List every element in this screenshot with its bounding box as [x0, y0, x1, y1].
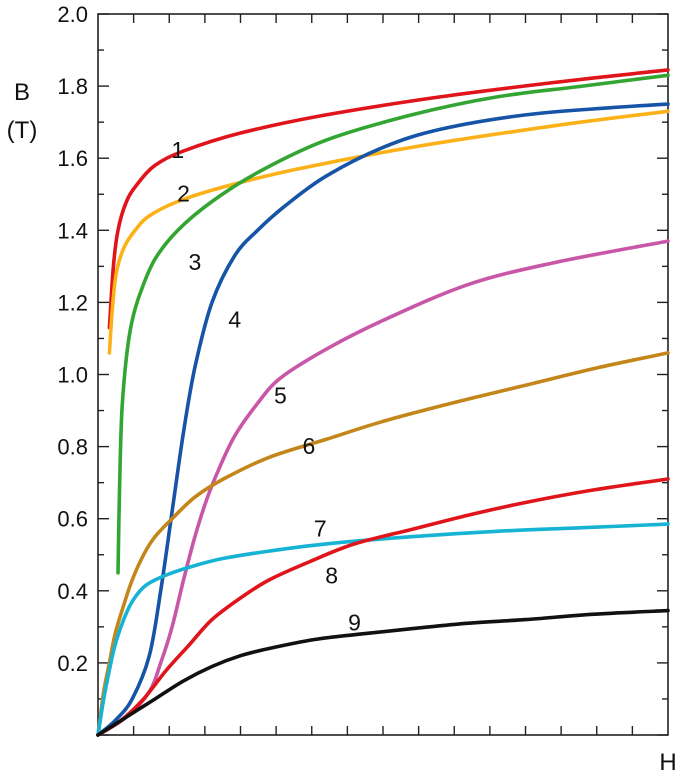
curve-1	[107, 68, 670, 330]
y-tick-label: 1.6	[57, 146, 88, 171]
x-axis-title: H	[659, 749, 676, 776]
curve-label-6: 6	[303, 433, 316, 459]
curve-2	[107, 109, 670, 355]
y-tick-label: 1.2	[57, 290, 88, 315]
curve-label-1: 1	[171, 137, 184, 163]
curve-4	[96, 102, 670, 737]
curve-label-4: 4	[228, 307, 241, 333]
y-tick-label: 2.0	[57, 2, 88, 27]
y-axis-title-line-1: B	[14, 79, 30, 106]
curve-label-8: 8	[325, 563, 338, 589]
curve-label-9: 9	[348, 609, 361, 635]
x-axis-ticks	[132, 14, 634, 735]
y-axis-ticks: 0.2 0.4 0.6 0.8 1.0 1.2 1.4 1.6 1.8 2.0	[57, 2, 668, 736]
y-tick-label: 0.4	[57, 579, 88, 604]
curve-6	[96, 351, 670, 737]
curve-9	[96, 608, 670, 737]
y-tick-label: 0.8	[57, 435, 88, 460]
curve-label-2: 2	[177, 180, 190, 206]
curve-label-3: 3	[189, 249, 202, 275]
y-tick-label: 1.8	[57, 74, 88, 99]
y-tick-label: 1.4	[57, 218, 88, 243]
y-axis-title-line-2: (T)	[7, 117, 38, 144]
curve-5	[96, 239, 670, 737]
y-tick-label: 0.6	[57, 507, 88, 532]
curve-label-5: 5	[274, 382, 287, 408]
curve-label-7: 7	[314, 516, 327, 542]
curve-7	[96, 522, 670, 737]
y-tick-label: 0.2	[57, 651, 88, 676]
curves	[96, 68, 670, 737]
curve-8	[96, 477, 670, 737]
curve-3	[116, 73, 670, 575]
curve-labels: 1 2 3 4 56 7 89	[171, 137, 360, 635]
y-tick-label: 1.0	[57, 363, 88, 388]
